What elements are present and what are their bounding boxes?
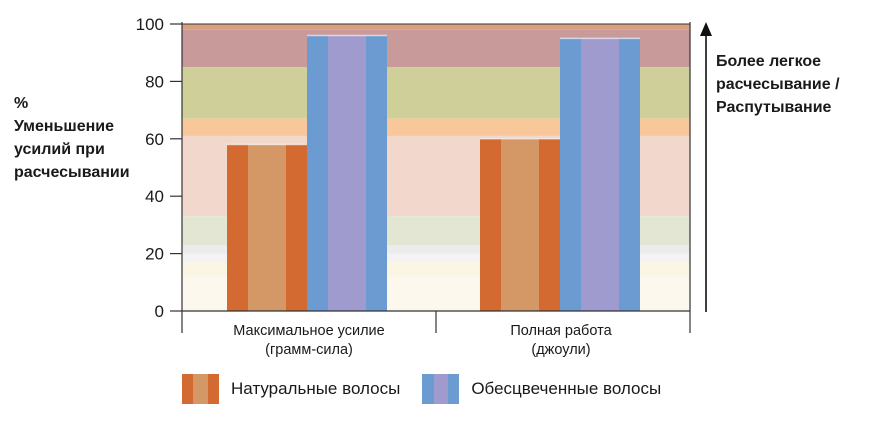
legend-item-natural: Натуральные волосы <box>182 374 400 404</box>
y-axis-label: % Уменьшение усилий при расчесывании <box>14 92 154 184</box>
arrow-annotation: Более легкое расчесывание / Распутывание <box>716 50 866 119</box>
bar-inner <box>501 138 539 311</box>
y-axis-label-line: расчесывании <box>14 164 130 181</box>
y-tick-label: 40 <box>145 187 164 206</box>
axes <box>181 22 691 333</box>
y-ticks: 0 20 40 60 80 100 <box>136 15 182 321</box>
annotation-line: Распутывание <box>716 99 832 116</box>
y-tick-label: 60 <box>145 130 164 149</box>
bar <box>480 138 560 311</box>
category-label-line: (джоули) <box>531 342 591 358</box>
category-label-line: Полная работа <box>510 323 612 339</box>
bar <box>560 37 640 311</box>
arrow-head <box>700 22 712 36</box>
y-tick-label: 80 <box>145 72 164 91</box>
annotation-line: расчесывание / <box>716 76 840 93</box>
category-label-total-work: Полная работа (джоули) <box>451 322 671 360</box>
y-axis-label-line: усилий при <box>14 141 105 158</box>
bar <box>307 34 387 311</box>
improvement-arrow <box>700 22 712 312</box>
legend-label-natural: Натуральные волосы <box>231 379 401 398</box>
y-tick-label: 0 <box>155 302 164 321</box>
bar-inner <box>328 35 366 311</box>
category-label-max-force: Максимальное усилие (грамм-сила) <box>199 322 419 360</box>
bar-inner <box>248 144 286 311</box>
legend-item-bleached: Обесцвеченные волосы <box>422 374 661 404</box>
y-axis-label-line: Уменьшение <box>14 118 115 135</box>
background-band <box>182 244 690 254</box>
bar-inner <box>581 38 619 311</box>
y-tick-label: 20 <box>145 245 164 264</box>
legend-swatch-natural <box>182 374 220 404</box>
category-label-line: Максимальное усилие <box>233 323 385 339</box>
annotation-line: Более легкое <box>716 53 822 70</box>
legend: Натуральные волосы Обесцвеченные волосы <box>182 374 683 404</box>
background-band <box>182 24 690 30</box>
legend-label-bleached: Обесцвеченные волосы <box>471 379 662 398</box>
category-label-line: (грамм-сила) <box>265 342 353 358</box>
y-axis-label-line: % <box>14 95 29 112</box>
bars <box>227 34 640 311</box>
bar <box>227 143 307 311</box>
y-tick-label: 100 <box>136 15 164 34</box>
background-band <box>182 253 690 263</box>
legend-swatch-bleached <box>422 374 460 404</box>
